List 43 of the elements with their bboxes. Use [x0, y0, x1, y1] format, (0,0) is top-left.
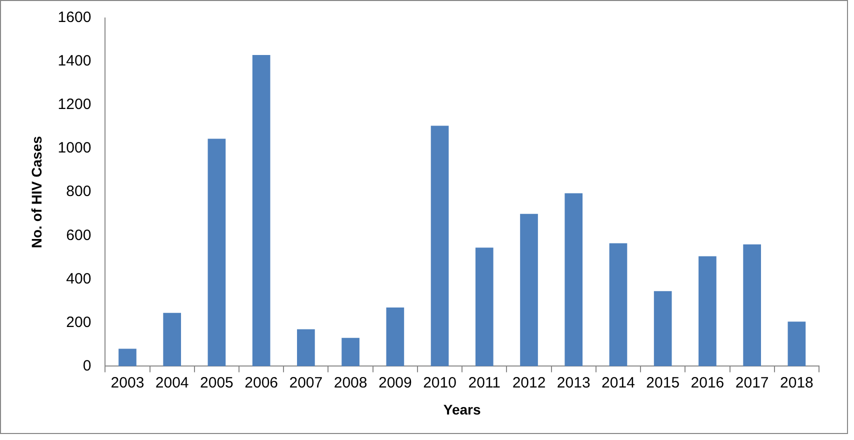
- x-tick-label: 2009: [378, 374, 412, 392]
- y-tick-label: 1000: [58, 140, 92, 157]
- y-tick-label: 1200: [58, 96, 92, 114]
- bar: [342, 338, 360, 366]
- x-tick-label: 2012: [512, 374, 546, 392]
- x-tick-label: 2006: [244, 374, 278, 392]
- bar: [609, 243, 628, 366]
- y-axis-title: No. of HIV Cases: [28, 136, 44, 248]
- bar: [208, 138, 226, 366]
- bar: [698, 256, 716, 366]
- bar: [163, 312, 182, 366]
- y-tick-label: 600: [66, 226, 92, 244]
- x-tick-label: 2014: [602, 374, 635, 392]
- y-tick-label: 400: [66, 270, 92, 288]
- y-tick-label: 0: [82, 357, 92, 374]
- bar: [118, 348, 136, 366]
- bar: [475, 248, 494, 366]
- bar: [520, 214, 538, 366]
- x-axis-title: Years: [443, 401, 481, 418]
- x-tick-label: 2017: [735, 374, 769, 392]
- x-tick-label: 2010: [423, 374, 456, 392]
- x-tick-label: 2016: [690, 374, 724, 392]
- x-tick-label: 2005: [200, 374, 234, 392]
- x-tick-label: 2007: [289, 374, 323, 392]
- x-tick-label: 2008: [334, 374, 368, 392]
- y-tick-label: 800: [66, 183, 92, 200]
- x-tick-label: 2003: [110, 374, 144, 392]
- bar: [788, 322, 806, 366]
- y-tick-label: 200: [66, 314, 92, 331]
- bar: [386, 307, 404, 366]
- x-tick-label: 2011: [468, 374, 501, 392]
- y-tick-label: 1400: [58, 52, 92, 70]
- x-tick-label: 2004: [155, 374, 189, 392]
- x-tick-label: 2018: [780, 374, 814, 392]
- x-tick-label: 2015: [646, 374, 680, 392]
- bar: [743, 244, 761, 366]
- bar: [430, 126, 449, 366]
- bar: [654, 291, 672, 366]
- bar: [297, 329, 315, 366]
- bar: [252, 54, 270, 366]
- x-tick-label: 2013: [556, 374, 590, 392]
- y-tick-label: 1600: [58, 9, 92, 26]
- bar: [564, 193, 583, 366]
